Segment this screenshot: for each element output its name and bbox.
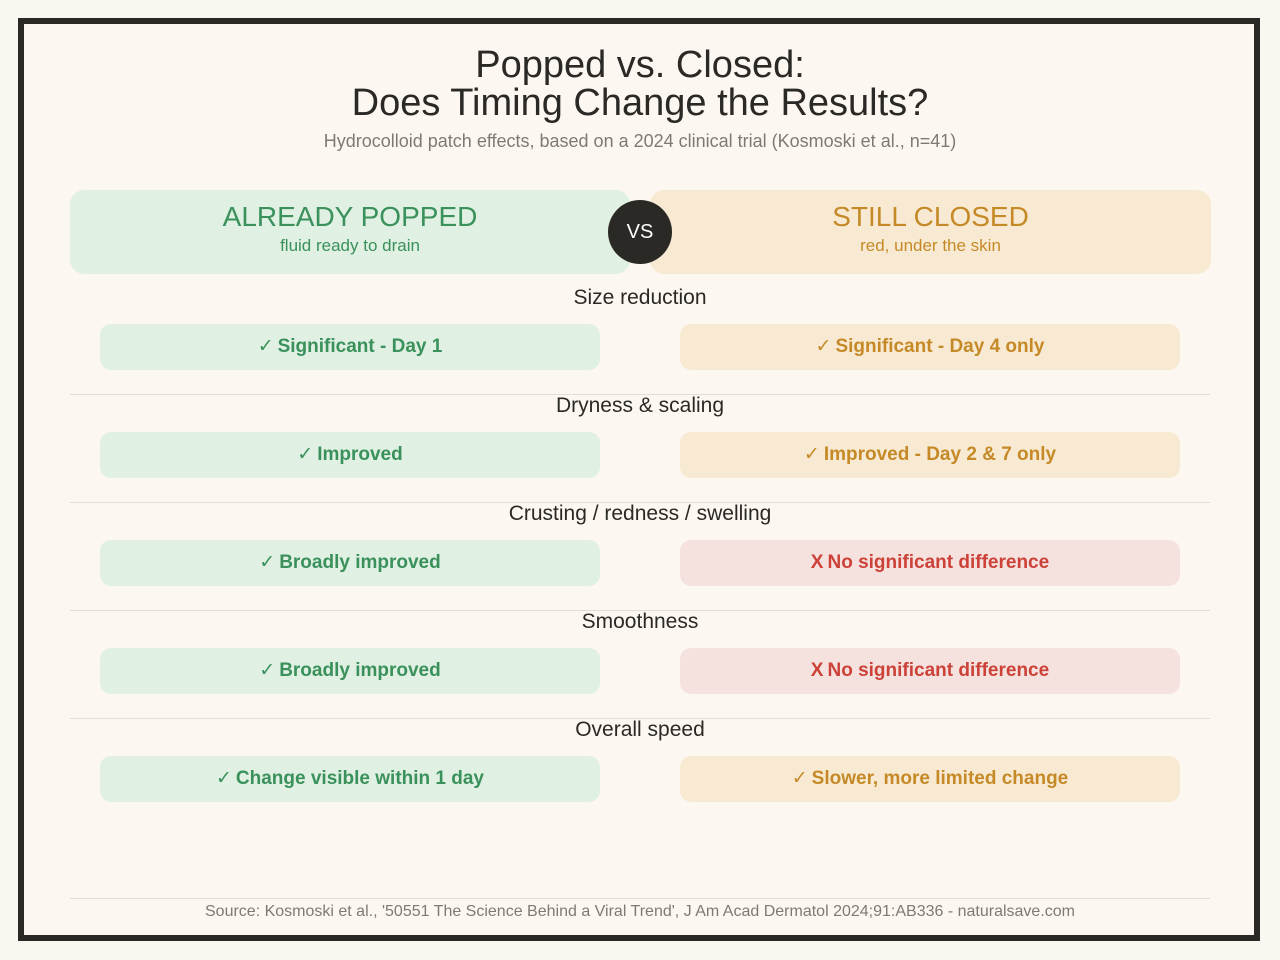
check-icon: ✓ [791,768,808,789]
vs-badge: VS [608,200,672,264]
popped-result-pill: ✓ Improved [100,432,600,478]
closed-column-header: STILL CLOSED red, under the skin [650,190,1211,274]
check-icon: ✓ [815,336,832,357]
row-divider [70,394,1210,395]
x-icon: X [810,552,824,573]
check-icon: ✓ [803,444,820,465]
popped-result-pill: ✓ Broadly improved [100,648,600,694]
closed-result-text: No significant difference [827,552,1050,573]
closed-result-pill: ✓ Significant - Day 4 only [680,324,1180,370]
popped-column-title: ALREADY POPPED [222,201,478,232]
x-icon: X [810,660,824,681]
check-icon: ✓ [259,552,276,573]
row-divider [70,502,1210,503]
row-label: Crusting / redness / swelling [508,502,772,525]
check-icon: ✓ [259,660,276,681]
popped-result-text: Improved [317,444,403,465]
popped-result-pill: ✓ Broadly improved [100,540,600,586]
check-icon: ✓ [297,444,314,465]
popped-result-pill: ✓ Change visible within 1 day [100,756,600,802]
footer-divider [70,898,1210,899]
check-icon: ✓ [215,768,232,789]
title-line-2: Does Timing Change the Results? [351,82,929,124]
subtitle: Hydrocolloid patch effects, based on a 2… [323,131,957,151]
closed-result-pill: X No significant difference [680,540,1180,586]
closed-result-pill: ✓ Improved - Day 2 & 7 only [680,432,1180,478]
closed-result-text: No significant difference [827,660,1050,681]
closed-column-subtitle: red, under the skin [860,236,1001,255]
popped-result-pill: ✓ Significant - Day 1 [100,324,600,370]
closed-column-title: STILL CLOSED [832,201,1029,232]
title-line-1: Popped vs. Closed: [475,44,805,86]
row-label: Overall speed [575,718,705,741]
closed-result-text: Slower, more limited change [811,768,1069,789]
popped-result-text: Significant - Day 1 [277,336,443,357]
popped-column-subtitle: fluid ready to drain [280,236,420,255]
closed-result-pill: ✓ Slower, more limited change [680,756,1180,802]
row-label: Smoothness [581,610,699,633]
popped-result-text: Broadly improved [279,552,441,573]
row-label: Dryness & scaling [555,394,725,417]
popped-result-text: Change visible within 1 day [235,768,485,789]
check-icon: ✓ [257,336,274,357]
closed-result-text: Improved - Day 2 & 7 only [823,444,1057,465]
closed-result-text: Significant - Day 4 only [835,336,1045,357]
popped-column-header: ALREADY POPPED fluid ready to drain [70,190,630,274]
closed-result-pill: X No significant difference [680,648,1180,694]
row-label: Size reduction [573,286,707,309]
popped-result-text: Broadly improved [279,660,441,681]
source-citation: Source: Kosmoski et al., '50551 The Scie… [205,903,1075,920]
row-divider [70,718,1210,719]
row-divider [70,610,1210,611]
infographic-frame [18,18,1260,941]
